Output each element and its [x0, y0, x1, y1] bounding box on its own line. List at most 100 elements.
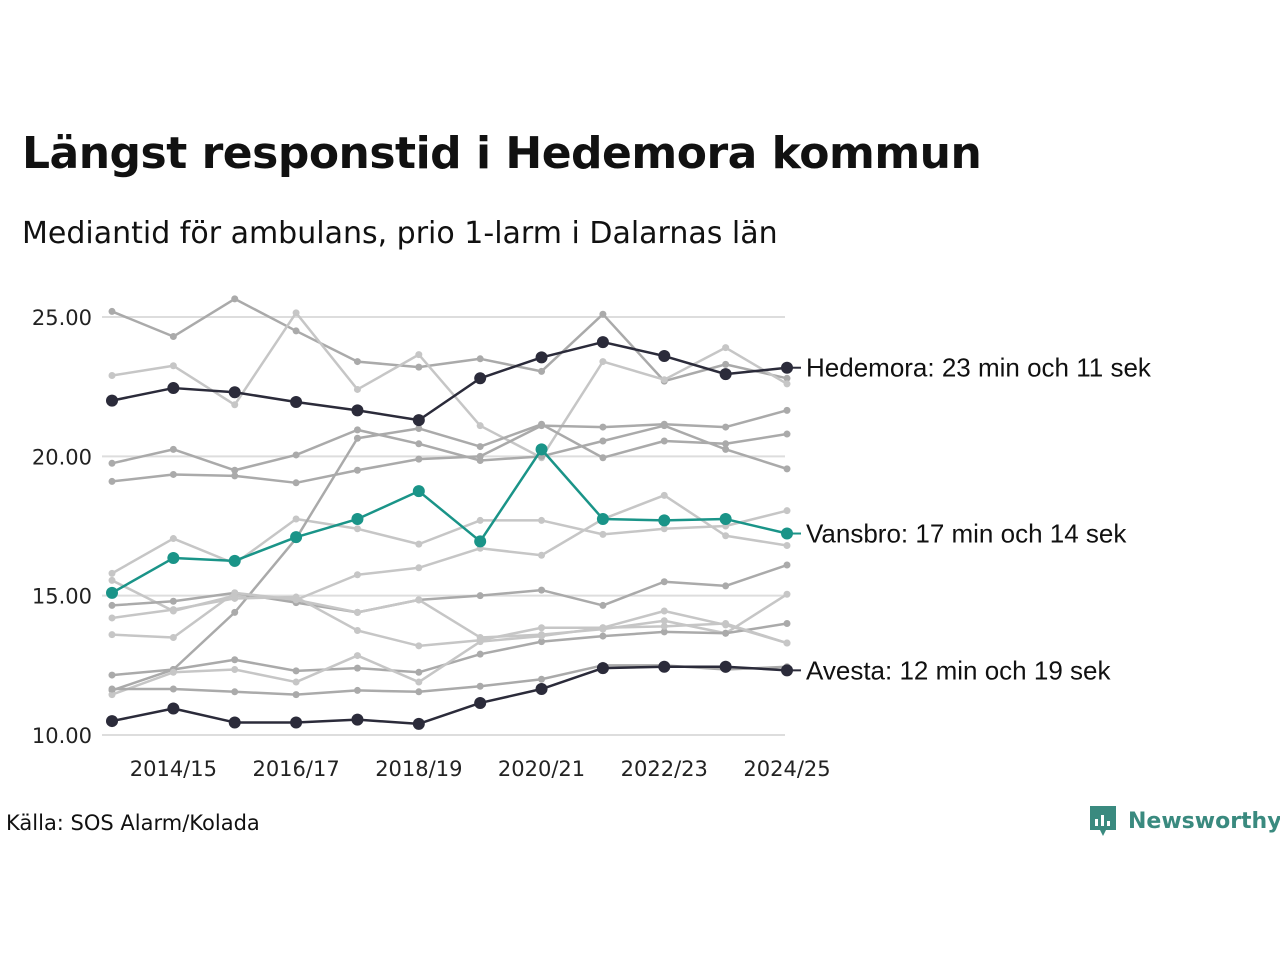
data-point	[290, 531, 303, 544]
data-point	[660, 617, 668, 625]
data-point	[476, 422, 484, 430]
series-line	[111, 423, 788, 692]
data-point	[415, 642, 423, 650]
data-point	[538, 420, 546, 428]
data-point	[108, 614, 116, 622]
data-point	[476, 443, 484, 451]
data-point	[599, 601, 607, 609]
data-point	[351, 713, 364, 726]
data-point	[722, 532, 730, 540]
data-point	[108, 372, 116, 380]
x-tick-label: 2020/21	[498, 757, 585, 781]
highlighted-series	[106, 443, 793, 599]
data-point	[474, 696, 487, 709]
series-line	[111, 563, 788, 614]
data-point	[722, 344, 730, 352]
data-point	[722, 582, 730, 590]
data-point	[106, 715, 118, 728]
newsworthy-brand[interactable]: Newsworthy	[1088, 804, 1280, 838]
data-point	[415, 424, 423, 432]
data-point	[169, 685, 177, 693]
y-tick-label: 20.00	[32, 445, 92, 469]
data-point	[231, 666, 239, 674]
y-tick-label: 15.00	[32, 585, 92, 609]
background-series-line	[108, 295, 791, 385]
data-point	[599, 624, 607, 632]
series-line	[111, 448, 788, 594]
data-point	[169, 535, 177, 543]
background-series-line	[108, 422, 791, 474]
data-point	[599, 423, 607, 431]
x-tick-label: 2014/15	[130, 757, 217, 781]
data-point	[231, 295, 239, 303]
line-chart: 10.00 15.00 20.00 25.00 2014/15 2016/17 2018/…	[32, 295, 1152, 781]
data-point	[660, 376, 668, 384]
data-point	[660, 628, 668, 636]
data-point	[722, 445, 730, 453]
data-point	[169, 445, 177, 453]
data-point	[231, 472, 239, 480]
background-series	[108, 295, 791, 699]
data-point	[660, 622, 668, 630]
data-point	[108, 691, 116, 699]
data-point	[108, 569, 116, 577]
data-point	[415, 564, 423, 572]
data-point	[228, 386, 241, 399]
data-point	[596, 662, 609, 675]
data-point	[353, 434, 361, 442]
series-line	[111, 494, 788, 613]
data-point	[292, 691, 300, 699]
data-point	[292, 596, 300, 604]
data-point	[106, 586, 118, 599]
data-point	[538, 675, 546, 683]
data-point	[292, 309, 300, 317]
data-point	[538, 586, 546, 594]
data-point	[596, 336, 609, 349]
data-point	[415, 540, 423, 548]
series-line	[111, 311, 788, 459]
data-point	[231, 594, 239, 602]
data-point	[658, 350, 671, 363]
series-line	[111, 591, 788, 639]
x-tick-label: 2018/19	[375, 757, 462, 781]
data-point	[231, 656, 239, 664]
data-point	[660, 607, 668, 615]
background-series-line	[108, 406, 791, 487]
data-point	[783, 620, 791, 628]
data-point	[722, 620, 730, 628]
data-point	[476, 592, 484, 600]
data-point	[476, 452, 484, 460]
data-point	[660, 525, 668, 533]
data-point	[353, 686, 361, 694]
data-point	[412, 485, 425, 498]
source-note: Källa: SOS Alarm/Kolada	[6, 811, 260, 835]
data-point	[353, 608, 361, 616]
x-tick-label: 2022/23	[621, 757, 708, 781]
data-point	[169, 333, 177, 341]
data-point	[292, 678, 300, 686]
data-point	[476, 355, 484, 363]
data-point	[660, 420, 668, 428]
data-point	[231, 688, 239, 696]
chart-title: Längst responstid i Hedemora kommun	[22, 128, 982, 179]
series-line	[111, 595, 788, 648]
data-point	[353, 664, 361, 672]
data-point	[599, 358, 607, 366]
series-end-label: Hedemora: 23 min och 11 sek	[806, 353, 1152, 383]
data-point	[538, 624, 546, 632]
data-point	[722, 360, 730, 368]
data-point	[476, 682, 484, 690]
data-point	[108, 307, 116, 315]
x-tick-label: 2024/25	[743, 757, 830, 781]
data-point	[538, 638, 546, 646]
data-point	[596, 513, 609, 526]
data-point	[228, 716, 241, 729]
data-point	[415, 678, 423, 686]
data-point	[535, 683, 548, 696]
data-point	[290, 395, 303, 408]
data-point	[292, 327, 300, 335]
data-point	[722, 629, 730, 637]
data-point	[783, 590, 791, 598]
data-point	[353, 385, 361, 393]
data-point	[228, 554, 241, 567]
